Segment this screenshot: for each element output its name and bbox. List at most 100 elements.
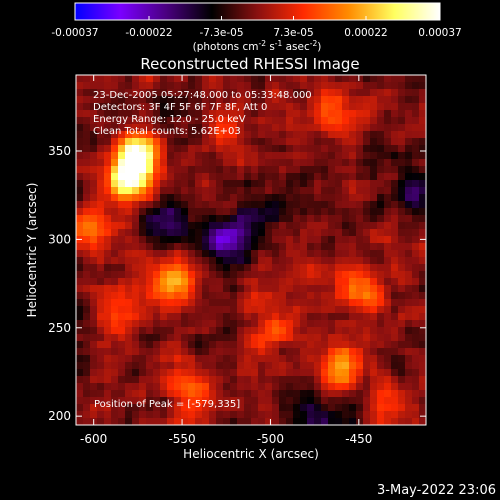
heatmap-cell	[244, 222, 252, 230]
heatmap-cell	[167, 250, 175, 258]
heatmap-cell	[230, 117, 238, 125]
heatmap-cell	[97, 89, 105, 97]
heatmap-cell	[370, 341, 378, 349]
heatmap-cell	[258, 264, 266, 272]
heatmap-cell	[209, 404, 217, 412]
heatmap-cell	[118, 320, 126, 328]
heatmap-cell	[342, 341, 350, 349]
heatmap-cell	[230, 355, 238, 363]
heatmap-cell	[363, 173, 371, 181]
plot-frame	[75, 74, 427, 426]
heatmap-cell	[209, 222, 217, 230]
heatmap-cell	[125, 243, 133, 251]
heatmap-cell	[363, 222, 371, 230]
heatmap-cell	[223, 229, 231, 237]
heatmap-cell	[132, 82, 140, 90]
heatmap-cell	[132, 124, 140, 132]
heatmap-cell	[377, 383, 385, 391]
heatmap-cell	[230, 173, 238, 181]
heatmap-cell	[279, 222, 287, 230]
heatmap-cell	[398, 103, 406, 111]
heatmap-cell	[237, 180, 245, 188]
heatmap-cell	[272, 152, 280, 160]
heatmap-cell	[300, 397, 308, 405]
heatmap-cell	[181, 215, 189, 223]
heatmap-cell	[384, 362, 392, 370]
heatmap-cell	[321, 82, 329, 90]
heatmap-cell	[300, 201, 308, 209]
heatmap-cell	[202, 236, 210, 244]
heatmap-cell	[377, 369, 385, 377]
heatmap-cell	[104, 103, 112, 111]
y-axis-label: Heliocentric Y (arcsec)	[25, 183, 39, 318]
heatmap-cell	[174, 117, 182, 125]
heatmap-cell	[111, 292, 119, 300]
heatmap-cell	[307, 250, 315, 258]
heatmap-cell	[370, 117, 378, 125]
heatmap-cell	[412, 285, 420, 293]
heatmap-cell	[97, 383, 105, 391]
heatmap-cell	[111, 236, 119, 244]
heatmap-cell	[153, 166, 161, 174]
heatmap-cell	[342, 96, 350, 104]
heatmap-cell	[139, 390, 147, 398]
heatmap-cell	[83, 278, 91, 286]
heatmap-cell	[335, 271, 343, 279]
heatmap-cell	[181, 208, 189, 216]
heatmap-cell	[342, 418, 350, 426]
heatmap-cell	[188, 404, 196, 412]
heatmap-cell	[237, 75, 245, 83]
heatmap-cell	[97, 306, 105, 314]
heatmap-cell	[97, 208, 105, 216]
heatmap-cell	[244, 166, 252, 174]
heatmap-cell	[160, 411, 168, 419]
heatmap-cell	[384, 194, 392, 202]
heatmap-cell	[412, 229, 420, 237]
heatmap-cell	[90, 299, 98, 307]
heatmap-cell	[419, 418, 427, 426]
heatmap-cell	[237, 369, 245, 377]
heatmap-cell	[202, 390, 210, 398]
heatmap-cell	[321, 376, 329, 384]
heatmap-cell	[321, 264, 329, 272]
heatmap-cell	[321, 383, 329, 391]
heatmap-cell	[244, 117, 252, 125]
heatmap-cell	[286, 110, 294, 118]
heatmap-cell	[314, 89, 322, 97]
heatmap-cell	[118, 327, 126, 335]
heatmap-cell	[391, 243, 399, 251]
heatmap-cell	[202, 96, 210, 104]
heatmap-cell	[195, 180, 203, 188]
heatmap-cell	[412, 250, 420, 258]
heatmap-cell	[419, 243, 427, 251]
heatmap-cell	[293, 89, 301, 97]
heatmap-cell	[237, 334, 245, 342]
heatmap-cell	[377, 341, 385, 349]
heatmap-cell	[167, 152, 175, 160]
y-tick-label: 200	[48, 409, 71, 423]
heatmap-cell	[377, 82, 385, 90]
heatmap-cell	[146, 250, 154, 258]
heatmap-cell	[139, 152, 147, 160]
heatmap-cell	[258, 306, 266, 314]
heatmap-cell	[132, 222, 140, 230]
heatmap-cell	[349, 299, 357, 307]
heatmap-cell	[251, 145, 259, 153]
heatmap-cell	[230, 166, 238, 174]
heatmap-cell	[216, 187, 224, 195]
heatmap-cell	[125, 334, 133, 342]
heatmap-cell	[293, 292, 301, 300]
heatmap-cell	[307, 173, 315, 181]
heatmap-cell	[216, 89, 224, 97]
heatmap-cell	[76, 110, 84, 118]
heatmap-cell	[216, 194, 224, 202]
heatmap-cell	[272, 397, 280, 405]
heatmap-cell	[356, 362, 364, 370]
heatmap-cell	[265, 222, 273, 230]
heatmap-cell	[412, 103, 420, 111]
heatmap-cell	[258, 75, 266, 83]
heatmap-cell	[167, 348, 175, 356]
heatmap-cell	[328, 306, 336, 314]
heatmap-cell	[363, 89, 371, 97]
heatmap-cell	[258, 96, 266, 104]
